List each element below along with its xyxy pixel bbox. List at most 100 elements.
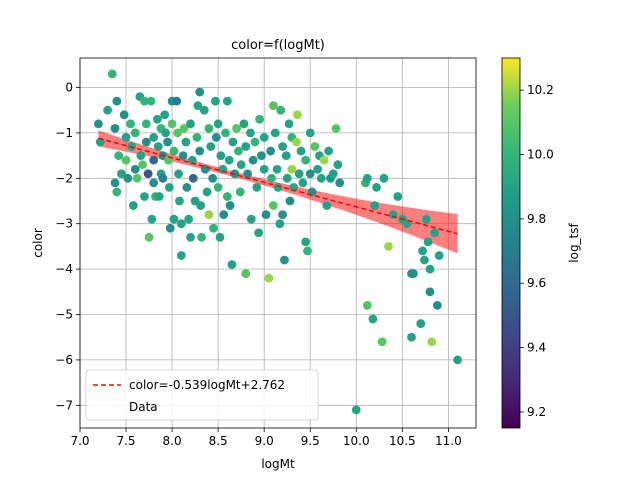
data-point — [261, 210, 271, 220]
data-point — [110, 178, 120, 188]
colorbar-gradient — [501, 57, 521, 429]
data-point — [324, 146, 334, 156]
data-point — [119, 110, 129, 120]
chart-title: color=f(logMt) — [231, 38, 325, 53]
data-point — [149, 133, 159, 142]
data-point — [421, 214, 431, 224]
data-point — [316, 173, 326, 183]
legend-fit-label: color=-0.539logMt+2.762 — [129, 378, 285, 392]
data-point — [209, 223, 218, 233]
data-point — [121, 133, 131, 142]
data-point — [213, 182, 223, 192]
data-point — [420, 255, 429, 265]
colorbar: 9.2 9.4 9.6 9.8 10.0 10.2 log_tsf — [501, 57, 581, 429]
y-tick-label: −2 — [55, 171, 73, 185]
data-point — [255, 114, 264, 124]
data-point — [252, 182, 262, 192]
y-tick-label: −5 — [55, 308, 73, 322]
x-tick-label: 10.5 — [389, 434, 416, 448]
data-point — [169, 146, 179, 156]
data-point — [298, 178, 308, 188]
y-tick-label: −1 — [55, 126, 73, 140]
data-point — [328, 169, 338, 179]
data-point — [289, 182, 299, 192]
x-tick-label: 7.5 — [116, 434, 135, 448]
data-point — [407, 332, 416, 342]
data-point — [173, 128, 183, 138]
data-point — [176, 251, 186, 260]
data-point — [362, 301, 372, 310]
data-point — [241, 269, 251, 279]
data-point — [228, 137, 238, 147]
plot-frame — [79, 57, 477, 429]
data-point — [235, 187, 245, 197]
data-point — [182, 182, 192, 192]
data-point — [453, 355, 462, 365]
fit-line — [98, 137, 458, 235]
y-tick-label: −3 — [55, 217, 73, 231]
data-point — [272, 164, 282, 174]
data-point — [126, 119, 136, 129]
data-point — [377, 337, 387, 347]
data-point — [427, 337, 437, 347]
data-point — [153, 142, 163, 151]
data-point — [368, 314, 378, 324]
data-point — [282, 173, 292, 183]
data-point — [160, 110, 170, 120]
data-point — [301, 237, 311, 247]
data-point — [94, 119, 103, 129]
colorbar-tick-label: 9.6 — [527, 276, 546, 290]
data-point — [208, 173, 218, 183]
data-point — [425, 264, 435, 274]
data-point — [141, 119, 151, 129]
data-point — [144, 232, 154, 242]
data-point — [179, 123, 189, 133]
data-point — [408, 269, 418, 279]
data-point — [287, 164, 297, 174]
data-point — [423, 237, 433, 247]
data-point — [292, 110, 302, 120]
data-point — [140, 96, 149, 106]
x-tick-label: 9.0 — [255, 434, 274, 448]
x-tick-label: 7.0 — [70, 434, 89, 448]
data-point — [188, 173, 198, 183]
data-point — [239, 119, 249, 129]
data-point — [174, 169, 183, 179]
colorbar-tick-label: 9.8 — [527, 212, 546, 226]
data-point — [221, 128, 230, 138]
y-tick-label: 0 — [65, 81, 73, 95]
legend-box — [85, 369, 319, 421]
data-point — [268, 201, 278, 210]
data-point — [215, 232, 225, 242]
data-point — [248, 155, 258, 165]
data-point — [254, 228, 264, 238]
data-point — [266, 146, 276, 156]
x-tick-label: 8.5 — [209, 434, 228, 448]
data-point — [292, 137, 301, 147]
data-point — [222, 96, 232, 106]
data-point — [370, 201, 380, 210]
data-point — [123, 173, 133, 183]
data-point — [103, 105, 113, 115]
data-point — [210, 96, 220, 106]
data-point — [434, 251, 444, 260]
fit-line-path — [98, 137, 458, 235]
data-point — [333, 160, 343, 170]
data-point — [259, 133, 269, 142]
data-point — [425, 287, 435, 297]
data-point — [197, 232, 206, 242]
data-point — [246, 214, 256, 224]
legend: color=-0.539logMt+2.762 Data — [85, 369, 319, 421]
data-point — [222, 192, 232, 201]
data-point — [136, 151, 146, 161]
data-point — [319, 155, 329, 165]
legend-data-label: Data — [129, 400, 158, 414]
data-point — [202, 187, 212, 197]
x-tick-label: 10.0 — [343, 434, 370, 448]
data-point — [241, 142, 251, 151]
x-tick-label: 8.0 — [163, 434, 182, 448]
colorbar-tick-label: 10.0 — [527, 148, 554, 162]
data-point — [107, 69, 117, 79]
x-tick-label: 9.5 — [301, 434, 320, 448]
